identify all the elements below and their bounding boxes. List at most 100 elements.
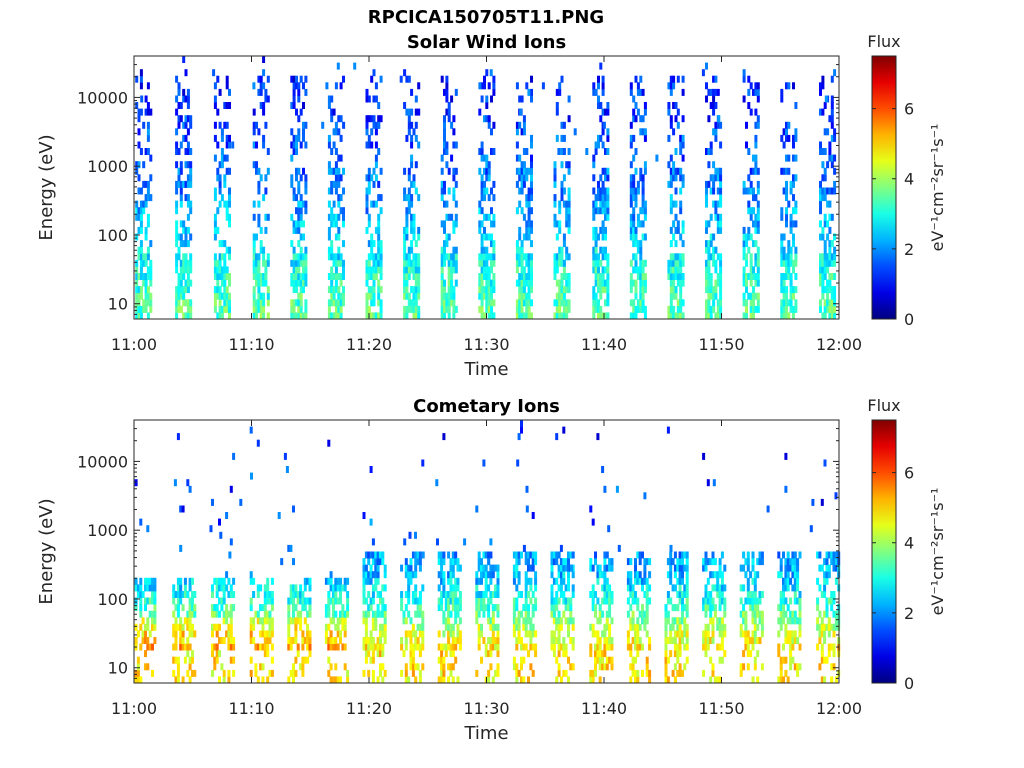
colorbar-tick-label: 0 <box>904 674 914 693</box>
flux-pixel <box>792 312 795 320</box>
flux-pixel <box>780 213 784 221</box>
flux-pixel <box>216 174 220 182</box>
flux-pixel <box>414 676 418 684</box>
flux-pixel <box>709 292 713 300</box>
flux-pixel <box>295 259 298 267</box>
flux-pixel <box>266 577 270 585</box>
flux-pixel <box>606 312 610 320</box>
flux-pixel <box>562 174 566 182</box>
flux-pixel <box>296 650 300 658</box>
flux-pixel <box>518 167 522 175</box>
flux-pixel <box>667 180 671 188</box>
flux-pixel <box>754 167 758 175</box>
flux-pixel <box>188 617 192 625</box>
flux-pixel <box>440 663 444 671</box>
flux-pixel <box>255 305 258 313</box>
flux-pixel <box>676 623 680 631</box>
flux-pixel <box>746 597 750 605</box>
flux-pixel <box>821 292 825 300</box>
flux-pixel <box>213 299 217 307</box>
x-tick-label: 12:00 <box>816 335 862 354</box>
flux-pixel <box>794 246 798 254</box>
flux-pixel <box>629 650 633 658</box>
flux-pixel <box>638 643 642 651</box>
flux-pixel <box>705 194 708 202</box>
flux-pixel <box>636 266 640 274</box>
flux-pixel <box>716 623 720 631</box>
flux-pixel <box>634 253 638 261</box>
flux-pixel <box>369 571 373 579</box>
flux-pixel <box>370 312 374 320</box>
flux-pixel <box>186 180 190 188</box>
flux-pixel <box>376 643 380 651</box>
flux-pixel <box>489 577 493 585</box>
flux-pixel <box>266 95 270 103</box>
flux-pixel <box>749 108 753 116</box>
flux-pixel <box>339 134 343 142</box>
flux-pixel <box>440 305 444 313</box>
flux-pixel <box>404 571 408 579</box>
flux-pixel <box>189 259 193 267</box>
flux-pixel <box>760 617 764 625</box>
flux-pixel <box>186 174 190 182</box>
flux-pixel <box>746 558 750 566</box>
flux-pixel <box>480 591 483 598</box>
flux-pixel <box>189 121 193 129</box>
flux-pixel <box>709 148 713 155</box>
flux-pixel <box>377 253 381 261</box>
flux-pixel <box>530 154 533 162</box>
flux-pixel <box>591 597 595 605</box>
flux-pixel <box>685 623 689 631</box>
flux-pixel <box>407 174 411 182</box>
flux-pixel <box>753 604 757 612</box>
flux-pixel <box>669 305 673 313</box>
flux-pixel <box>754 253 758 261</box>
flux-pixel <box>681 273 685 280</box>
flux-pixel <box>517 669 521 677</box>
flux-pixel <box>782 604 785 612</box>
flux-pixel <box>828 240 832 248</box>
y-tick-label: 10 <box>108 659 128 678</box>
flux-pixel <box>153 617 157 625</box>
flux-pixel <box>787 167 791 175</box>
flux-pixel <box>667 161 671 169</box>
flux-pixel <box>706 637 710 644</box>
flux-pixel <box>330 95 334 103</box>
flux-pixel <box>517 610 521 618</box>
flux-pixel <box>706 597 710 605</box>
flux-pixel <box>449 597 453 605</box>
flux-pixel <box>534 551 538 559</box>
flux-pixel <box>362 617 366 625</box>
flux-pixel <box>252 312 256 320</box>
flux-pixel <box>255 312 258 320</box>
flux-pixel <box>828 259 832 267</box>
flux-pixel <box>139 213 143 221</box>
flux-pixel <box>524 617 528 625</box>
flux-pixel <box>223 180 227 188</box>
flux-pixel <box>597 75 600 83</box>
flux-pixel <box>597 273 600 280</box>
flux-pixel <box>177 121 181 129</box>
flux-pixel <box>229 485 233 493</box>
flux-pixel <box>362 558 366 566</box>
flux-pixel <box>287 630 291 638</box>
flux-pixel <box>520 246 524 254</box>
flux-pixel <box>337 115 341 123</box>
flux-pixel <box>751 604 755 612</box>
flux-pixel <box>823 571 827 579</box>
flux-pixel <box>830 643 834 651</box>
flux-pixel <box>705 62 708 70</box>
flux-pixel <box>483 312 486 320</box>
flux-pixel <box>146 312 150 320</box>
flux-pixel <box>707 246 711 254</box>
flux-pixel <box>484 571 488 579</box>
flux-pixel <box>629 233 633 241</box>
flux-pixel <box>339 299 343 307</box>
y-tick-label: 1000 <box>87 521 128 540</box>
flux-pixel <box>447 167 451 175</box>
flux-pixel <box>266 312 270 320</box>
flux-pixel <box>229 591 233 598</box>
flux-pixel <box>332 108 336 116</box>
flux-pixel <box>531 610 535 618</box>
flux-pixel <box>362 577 366 585</box>
